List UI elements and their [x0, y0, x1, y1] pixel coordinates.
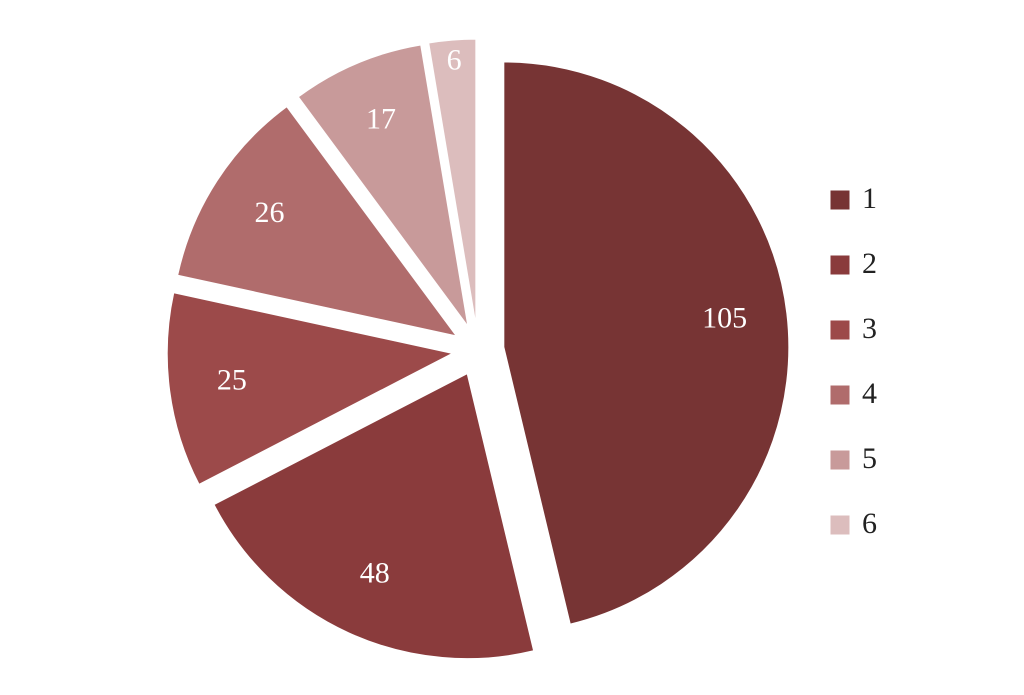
pie-slice: [177, 106, 458, 337]
slice-label: 17: [366, 102, 396, 135]
legend-swatch: [829, 449, 851, 471]
slice-label: 25: [217, 363, 247, 396]
pie-slice: [297, 44, 469, 327]
legend-label: 2: [862, 247, 877, 280]
legend-label: 3: [862, 312, 877, 345]
legend-swatch: [829, 189, 851, 211]
legend-label: 4: [862, 377, 877, 410]
legend-label: 5: [862, 442, 877, 475]
slice-label: 105: [702, 302, 747, 335]
legend-swatch: [829, 514, 851, 536]
pie-slice: [213, 372, 535, 660]
pie-slice: [166, 292, 454, 486]
slice-label: 48: [360, 557, 390, 590]
pie-slice: [428, 38, 477, 325]
slice-label: 6: [447, 44, 462, 77]
legend-label: 6: [862, 507, 877, 540]
legend-label: 1: [862, 182, 877, 215]
slice-label: 26: [255, 196, 285, 229]
legend-swatch: [829, 254, 851, 276]
legend-swatch: [829, 384, 851, 406]
pie-slice: [503, 61, 790, 625]
legend-swatch: [829, 319, 851, 341]
